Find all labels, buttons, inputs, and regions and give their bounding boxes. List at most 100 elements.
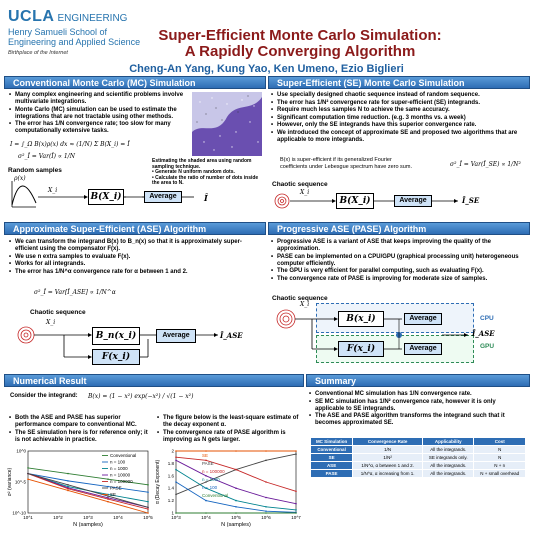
data-point (67, 480, 69, 482)
summary-bullets: Conventional MC simulation has 1/N conve… (308, 391, 526, 428)
ase-variance-equation: σ²_Î = Var[Î_ASE] ∝ 1/N^α (34, 289, 116, 296)
se-flow-diagram (274, 193, 458, 209)
y-tick-label: 1.4 (168, 486, 175, 491)
pase-heading: Progressive ASE (PASE) Algorithm (268, 222, 530, 235)
mc-variance-equation: σ²_Î = Var(Î) ∝ 1/N (18, 153, 75, 160)
data-point (67, 487, 69, 490)
data-point (265, 481, 267, 483)
data-point (27, 472, 29, 475)
mc-flow-diagram (11, 181, 156, 208)
se-bullet: We introduced the concept of approximate… (270, 130, 526, 144)
y-tick-label: 10^-10 (12, 511, 26, 516)
table-cell: PASE (309, 469, 354, 478)
data-point (67, 484, 69, 486)
data-point (295, 509, 297, 511)
se-variance-equation: σ²_Î = Var(Î_SE) ∝ 1/N² (450, 161, 521, 168)
se-bullet: The error has 1/N² convergence rate for … (270, 100, 526, 107)
table-cell: All the integrands. (422, 469, 475, 478)
legend-label: n = 100000 (110, 479, 133, 484)
pase-bullet: PASE can be implemented on a CPU/GPU (gr… (270, 254, 526, 268)
table-cell: Conventional (309, 445, 354, 454)
data-point (205, 487, 207, 489)
data-point (147, 491, 149, 493)
se-xi-label: X_i (300, 189, 310, 196)
se-bullet: However, only the SE integrands have thi… (270, 122, 526, 129)
data-point (107, 496, 109, 499)
monte-carlo-scatter-image (192, 92, 262, 156)
y-tick-label: 1.2 (168, 498, 175, 503)
ase-heading: Approximate Super-Efficient (ASE) Algori… (4, 222, 266, 235)
table-header: MC Simulation (309, 437, 354, 446)
consider-label: Consider the integrand: (10, 393, 78, 399)
ase-bullet: We use n extra samples to evaluate F(x). (8, 254, 262, 261)
data-point (295, 490, 297, 493)
table-row: Conventional 1/N All the integrands. N (309, 445, 526, 454)
data-point (265, 506, 267, 508)
se-bullet: Significant computation time reduction. … (270, 115, 526, 122)
table-cell: 1/N^α, α between 1 and 2. (352, 461, 424, 470)
data-point (235, 512, 237, 514)
school-name: Henry Samueli School of Engineering and … (8, 27, 148, 47)
ase-flow-diagram (17, 326, 218, 359)
table-cell: N (473, 453, 526, 462)
data-point (265, 510, 267, 512)
table-header-row: MC Simulation Convergence Rate Applicabi… (309, 437, 526, 446)
pase-output-label: Î_ASE (472, 329, 495, 338)
ase-bullet: The error has 1/N^α convergence rate for… (8, 269, 262, 276)
x-tick-label: 10^5 (231, 515, 241, 520)
data-point (107, 495, 109, 497)
gpu-label: GPU (480, 343, 495, 350)
x-tick-label: 10^4 (113, 515, 123, 520)
series-label: n = 100 (202, 485, 218, 490)
ase-bullet: We can transform the integrand B(x) to B… (8, 239, 262, 253)
ase-bullets: We can transform the integrand B(x) to B… (8, 239, 262, 276)
table-cell: All the integrands. (422, 445, 475, 454)
data-point (107, 478, 109, 480)
poster-title: Super-Efficient Monte Carlo Simulation: … (150, 28, 450, 60)
table-cell: SE (309, 453, 354, 462)
pase-b-block: B(x_i) (338, 311, 384, 327)
data-point (27, 478, 29, 480)
data-point (235, 499, 237, 502)
variance-chart: 10^1 10^2 10^3 10^4 10^5 10^0 10^-5 10^-10 N (sa… (7, 449, 153, 529)
table-cell: 1/N² (352, 453, 424, 462)
data-point (205, 475, 207, 477)
ase-average-block: Average (156, 329, 196, 343)
y-axis-label: α (Decay Exponent) (155, 460, 161, 505)
mc-note-bullet: • Calculate the ratio of number of dots … (152, 174, 259, 187)
data-point (175, 456, 177, 458)
mc-b-block: B(X_i) (88, 189, 124, 205)
series-label: PASE (202, 461, 214, 466)
data-point (295, 453, 297, 455)
x-tick-label: 10^2 (53, 515, 63, 520)
se-output-label: Î_SE (462, 196, 480, 205)
data-point (175, 512, 177, 514)
series-line (27, 473, 149, 510)
school-line-2: Engineering and Applied Science (8, 37, 141, 47)
y-tick-label: 10^0 (16, 449, 26, 454)
ase-chaotic-label: Chaotic sequence (30, 309, 86, 316)
mc-note-b1: Generate N uniform random dots. (155, 169, 235, 176)
numerical-bullet: The figure below is the least-square est… (156, 415, 300, 429)
x-tick-label: 10^3 (171, 515, 181, 520)
legend-label: PASE (110, 486, 122, 491)
mc-integral-equation: I = ∫_Ω B(x)ρ(x) dx ≈ (1/N) Σ B(X_i) = Î (10, 141, 130, 148)
legend-label: SE (110, 492, 116, 497)
data-point (295, 512, 297, 514)
data-point (147, 512, 149, 514)
x-tick-label: 10^4 (201, 515, 211, 520)
data-point (265, 450, 267, 452)
table-cell: 1/N (352, 445, 424, 454)
poster-header: UCLA ENGINEERING Henry Samueli School of … (0, 0, 533, 75)
data-point (295, 450, 297, 452)
data-point (107, 498, 109, 500)
table-cell: SE integrands only. (422, 453, 475, 462)
mc-xi-label: X_i (48, 187, 58, 194)
table-row: PASE 1/N^α, α increasing from 1. All the… (309, 469, 526, 478)
mc-note-bullet: • Generate N uniform random dots. (152, 169, 235, 176)
pase-bullets: Progressive ASE is a variant of ASE that… (270, 239, 526, 283)
data-point (67, 472, 69, 475)
ase-xi-label: X_i (46, 319, 56, 326)
legend-label: n = 1000 (110, 466, 128, 471)
series-line (27, 473, 149, 493)
